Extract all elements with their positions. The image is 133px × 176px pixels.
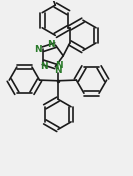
Text: N: N (55, 61, 63, 70)
Text: N: N (47, 40, 54, 49)
Text: N: N (40, 62, 47, 71)
Text: N: N (34, 45, 42, 54)
Text: N: N (54, 66, 62, 75)
